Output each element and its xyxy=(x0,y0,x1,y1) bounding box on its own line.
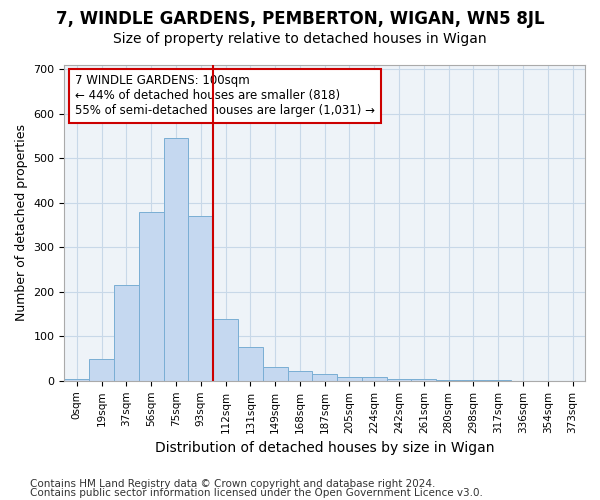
Bar xyxy=(238,348,263,381)
Bar xyxy=(89,358,114,381)
Bar xyxy=(263,366,287,381)
Bar xyxy=(337,378,362,381)
Bar xyxy=(114,285,139,381)
X-axis label: Distribution of detached houses by size in Wigan: Distribution of detached houses by size … xyxy=(155,441,494,455)
Text: Contains HM Land Registry data © Crown copyright and database right 2024.: Contains HM Land Registry data © Crown c… xyxy=(30,479,436,489)
Bar xyxy=(188,216,213,381)
Bar xyxy=(386,378,412,381)
Text: Contains public sector information licensed under the Open Government Licence v3: Contains public sector information licen… xyxy=(30,488,483,498)
Bar xyxy=(436,380,461,381)
Bar xyxy=(362,378,386,381)
Text: Size of property relative to detached houses in Wigan: Size of property relative to detached ho… xyxy=(113,32,487,46)
Bar xyxy=(313,374,337,381)
Y-axis label: Number of detached properties: Number of detached properties xyxy=(15,124,28,322)
Bar xyxy=(412,380,436,381)
Text: 7 WINDLE GARDENS: 100sqm
← 44% of detached houses are smaller (818)
55% of semi-: 7 WINDLE GARDENS: 100sqm ← 44% of detach… xyxy=(75,74,375,118)
Bar xyxy=(287,371,313,381)
Bar xyxy=(139,212,164,381)
Bar xyxy=(164,138,188,381)
Bar xyxy=(213,318,238,381)
Bar xyxy=(64,378,89,381)
Text: 7, WINDLE GARDENS, PEMBERTON, WIGAN, WN5 8JL: 7, WINDLE GARDENS, PEMBERTON, WIGAN, WN5… xyxy=(56,10,544,28)
